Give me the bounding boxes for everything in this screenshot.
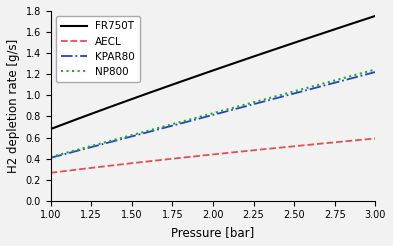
NP800 <box>247 102 252 105</box>
AECL <box>50 171 54 174</box>
KPAR80 <box>48 156 53 159</box>
KPAR80 <box>242 105 246 108</box>
NP800 <box>241 104 245 107</box>
NP800 <box>48 155 53 158</box>
FR750T <box>242 58 246 61</box>
FR750T <box>373 15 378 17</box>
Y-axis label: H2 depletion rate [g/s]: H2 depletion rate [g/s] <box>7 39 20 173</box>
Line: FR750T: FR750T <box>51 16 375 129</box>
KPAR80 <box>343 78 347 81</box>
AECL <box>48 171 53 174</box>
FR750T <box>48 128 53 131</box>
KPAR80 <box>247 104 252 107</box>
AECL <box>373 137 378 140</box>
AECL <box>343 140 347 143</box>
NP800 <box>322 82 327 85</box>
NP800 <box>343 76 347 79</box>
KPAR80 <box>322 84 327 87</box>
Legend: FR750T, AECL, KPAR80, NP800: FR750T, AECL, KPAR80, NP800 <box>56 16 140 82</box>
Line: AECL: AECL <box>51 138 375 173</box>
AECL <box>322 142 327 145</box>
FR750T <box>247 57 252 60</box>
FR750T <box>50 127 54 130</box>
FR750T <box>322 31 327 34</box>
KPAR80 <box>373 71 378 74</box>
Line: NP800: NP800 <box>51 69 375 157</box>
NP800 <box>50 155 54 158</box>
Line: KPAR80: KPAR80 <box>51 72 375 158</box>
FR750T <box>343 24 347 27</box>
X-axis label: Pressure [bar]: Pressure [bar] <box>171 226 255 239</box>
AECL <box>241 150 245 153</box>
FR750T <box>241 59 245 62</box>
AECL <box>242 150 246 153</box>
KPAR80 <box>241 106 245 108</box>
AECL <box>247 149 252 152</box>
NP800 <box>242 103 246 106</box>
KPAR80 <box>50 156 54 159</box>
NP800 <box>373 68 378 71</box>
